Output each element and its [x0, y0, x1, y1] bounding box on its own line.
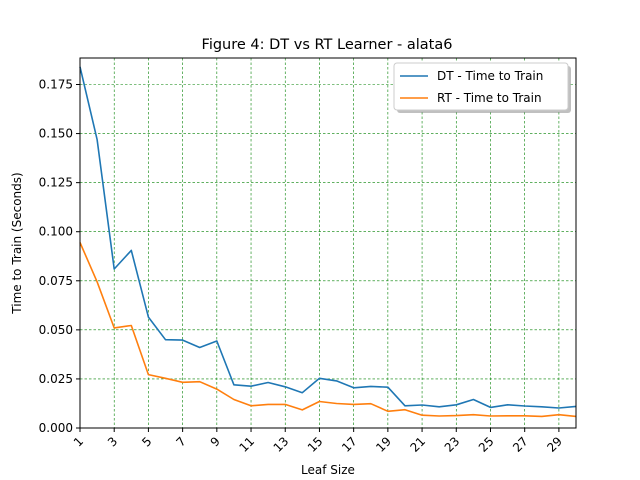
y-axis-label: Time to Train (Seconds) [10, 172, 24, 314]
y-axis-ticks: 0.000 0.025 0.050 0.075 0.100 0.125 0.150 0.175 [39, 77, 80, 435]
y-tick-label: 0.050 [39, 323, 73, 337]
legend-box [393, 62, 569, 111]
y-tick-label: 0.150 [39, 127, 73, 141]
y-tick-label: 0.000 [39, 421, 73, 435]
series-lines [79, 66, 577, 418]
legend-label-rt: RT - Time to Train [437, 91, 542, 105]
legend: DT - Time to Train RT - Time to Train [393, 62, 571, 113]
y-tick-label: 0.175 [39, 77, 73, 91]
y-tick-label: 0.075 [39, 274, 73, 288]
series-line-rt [79, 242, 577, 418]
series-line-dt [79, 66, 577, 409]
plot-frame [79, 57, 577, 429]
x-axis-label: Leaf Size [301, 463, 355, 477]
y-tick-label: 0.025 [39, 372, 73, 386]
y-tick-label: 0.125 [39, 176, 73, 190]
y-tick-label: 0.100 [39, 225, 73, 239]
chart-title: Figure 4: DT vs RT Learner - alata6 [202, 37, 453, 53]
plot-area [80, 58, 576, 428]
legend-label-dt: DT - Time to Train [437, 69, 543, 83]
